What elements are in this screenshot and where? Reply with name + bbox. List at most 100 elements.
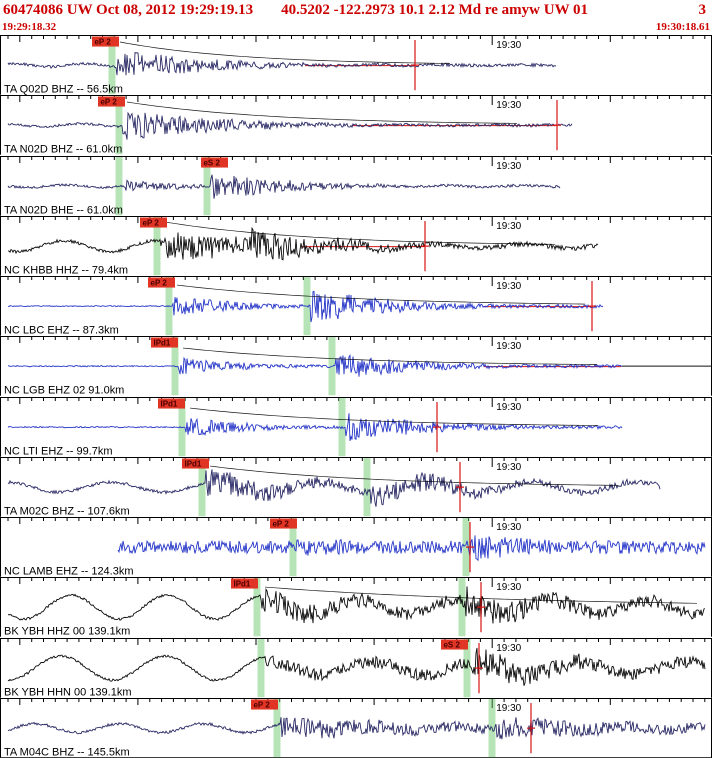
pick-window-band [198,457,206,516]
decay-envelope [119,41,451,64]
minute-label: 19:30 [496,462,521,473]
phase-label-box[interactable] [140,217,167,228]
minute-label: 19:30 [496,161,521,172]
pick-window-band [273,698,281,757]
trace-panel-stack: 19:30 eP 2 TA Q02D BHZ -- 56.5km 19:30 eP 2 T… [0,35,712,758]
minute-label: 19:30 [496,582,521,593]
time-ticks [7,638,706,648]
trace-panel-11[interactable]: 19:30 eS 2 BK YBH HHN 00 139.1km [0,637,712,698]
minute-label: 19:30 [496,40,521,51]
time-ticks [7,397,706,407]
phase-label: eP 2 [273,520,290,529]
station-label: BK YBH HHN 00 139.1km [4,686,131,698]
minute-label: 19:30 [496,703,521,714]
waveform-trace [7,111,573,140]
waveform-trace [7,586,706,624]
phase-label-box[interactable] [182,458,209,469]
decay-envelope [176,284,586,305]
phase-label-box[interactable] [148,277,175,288]
phase-label-box[interactable] [270,518,297,529]
station-label: TA Q02D BHZ -- 56.5km [4,84,123,96]
station-label: NC LAMB EHZ -- 124.3km [4,566,134,578]
trace-panel-4[interactable]: 19:30 eP 2 NC KHBB HHZ -- 79.4km [0,215,712,276]
time-ticks [7,96,706,106]
phase-label: IPd1 [185,459,202,468]
station-label: NC KHBB HHZ -- 79.4km [4,264,128,276]
waveform-trace [7,716,706,740]
phase-label-box[interactable] [201,157,228,168]
time-ticks [7,578,706,588]
trace-panel-12[interactable]: 19:30 eP 2 TA M04C BHZ -- 145.5km [0,697,712,758]
phase-label: eP 2 [143,218,160,227]
waveform-trace [7,469,661,507]
station-label: TA M04C BHZ -- 145.5km [4,746,130,758]
phase-label: IPd1 [234,580,251,589]
minute-label: 19:30 [496,402,521,413]
station-label: TA M02C BHZ -- 107.6km [4,505,130,517]
window-start-time: 19:29:18.32 [2,21,57,33]
minute-label: 19:30 [496,281,521,292]
time-window-row: 19:29:18.32 19:30:18.61 [0,21,712,35]
waveform-trace [7,290,604,323]
waveform-trace [7,174,561,199]
phase-label: IPd1 [161,399,178,408]
pick-window-band [289,518,297,577]
pick-window-band [458,578,466,637]
pick-window-band [257,638,265,697]
phase-label-box[interactable] [151,337,178,348]
phase-label-box[interactable] [231,578,258,589]
station-label: BK YBH HHZ 00 139.1km [4,626,130,638]
header-count: 3 [698,2,707,18]
decay-envelope [164,221,556,245]
minute-label: 19:30 [496,341,521,352]
station-label: TA N02D BHZ -- 61.0km [4,144,122,156]
phase-label: IPd1 [154,339,171,348]
phase-label: eS 2 [204,158,221,167]
trace-panel-5[interactable]: 19:30 eP 2 NC LBC EHZ -- 87.3km [0,276,712,336]
minute-label: 19:30 [496,643,521,654]
trace-panel-6[interactable]: 19:30 IPd1 NC LGB EHZ 02 91.0km [0,336,712,397]
window-end-time: 19:30:18.61 [655,21,710,33]
station-label: NC LBC EHZ -- 87.3km [4,325,119,337]
trace-panel-10[interactable]: 19:30 IPd1 BK YBH HHZ 00 139.1km [0,577,712,638]
event-id-time: 60474086 UW Oct 08, 2012 19:29:19.13 [3,2,254,18]
pick-window-band [108,36,116,95]
decay-envelope [209,465,618,486]
minute-label: 19:30 [496,100,521,111]
waveform-trace [7,226,599,261]
decay-envelope [189,407,599,426]
pick-window-band [115,96,123,155]
phase-label: eP 2 [254,700,271,709]
phase-label-box[interactable] [98,96,125,107]
decay-envelope [182,347,597,366]
waveform-trace [7,354,623,378]
trace-panel-8[interactable]: 19:30 IPd1 TA M02C BHZ -- 107.6km [0,456,712,517]
trace-panel-1[interactable]: 19:30 eP 2 TA Q02D BHZ -- 56.5km [0,35,712,95]
waveform-trace [117,535,706,562]
time-ticks [7,698,706,708]
phase-label: eS 2 [444,640,461,649]
trace-panel-2[interactable]: 19:30 eP 2 TA N02D BHZ -- 61.0km [0,95,712,156]
minute-label: 19:30 [496,221,521,232]
waveform-trace [7,412,623,441]
waveform-trace [7,647,706,686]
pick-window-band [253,578,261,637]
event-header: 60474086 UW Oct 08, 2012 19:29:19.13 40.… [0,0,712,21]
trace-panel-7[interactable]: 19:30 IPd1 NC LTI EHZ -- 99.7km [0,396,712,457]
phase-label-box[interactable] [158,398,185,409]
station-label: NC LGB EHZ 02 91.0km [4,385,124,397]
trace-panel-9[interactable]: 19:30 eP 2 NC LAMB EHZ -- 124.3km [0,517,712,577]
time-ticks [7,457,706,467]
event-location-magnitude: 40.5202 -122.2973 10.1 2.12 Md re amyw U… [281,2,589,18]
station-label: TA N02D BHE -- 61.0km [4,204,123,216]
phase-label-box[interactable] [92,36,119,47]
phase-label-box[interactable] [441,639,468,650]
minute-label: 19:30 [496,522,521,533]
trace-panel-3[interactable]: 19:30 eS 2 TA N02D BHE -- 61.0km [0,155,712,216]
time-ticks [7,518,706,528]
pick-window-band [203,156,211,215]
time-ticks [7,337,706,347]
phase-label-box[interactable] [251,699,278,710]
decay-envelope [126,101,518,125]
phase-label: eP 2 [95,38,112,47]
